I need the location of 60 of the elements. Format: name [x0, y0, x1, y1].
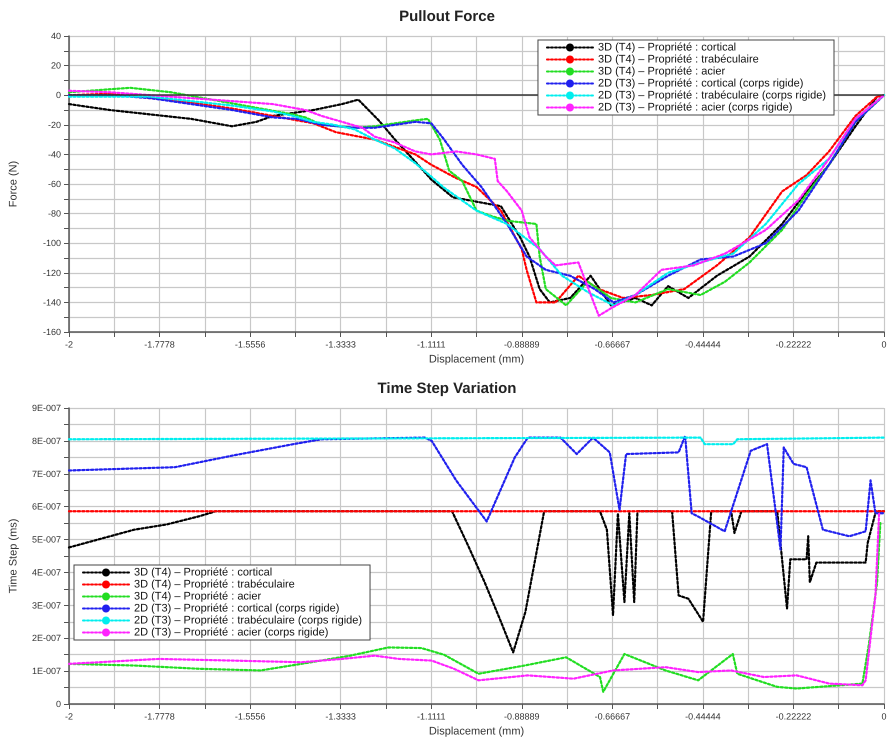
legend-label: 2D (T3) – Propriété : trabéculaire (corps rigide): [598, 90, 826, 102]
y-tick-label: -40: [48, 149, 61, 160]
x-axis-title: Displacement (mm): [428, 354, 524, 366]
y-tick-label: 20: [50, 60, 61, 71]
x-axis-title: Displacement (mm): [428, 726, 524, 738]
x-tick-label: -2: [64, 712, 74, 722]
y-tick-label: -140: [42, 297, 61, 308]
x-tick-label: -1.5556: [234, 340, 266, 350]
x-tick-label: -0.88889: [504, 712, 540, 722]
legend-label: 2D (T3) – Propriété : cortical (corps rigide): [134, 602, 340, 614]
x-tick-label: -1.7778: [144, 712, 175, 722]
y-tick-label: -20: [48, 120, 61, 130]
x-tick-label: -1.1111: [416, 340, 446, 350]
y-tick-label: -60: [48, 179, 61, 189]
legend-label: 3D (T4) – Propriété : cortical: [134, 566, 272, 578]
y-tick-label: 0: [56, 699, 61, 709]
x-tick-label: -0.22222: [776, 340, 812, 350]
y-tick-label: 40: [50, 31, 61, 41]
legend-label: 2D (T3) – Propriété : acier (corps rigide): [134, 626, 328, 638]
legend-label: 3D (T4) – Propriété : acier: [134, 590, 262, 602]
y-tick-label: 4E-007: [32, 567, 61, 578]
x-tick-label: -0.44444: [685, 340, 721, 350]
y-tick-label: 6E-007: [32, 502, 61, 512]
y-tick-label: 9E-007: [32, 403, 61, 413]
line-series: [68, 434, 886, 551]
x-tick-label: -0.66667: [594, 340, 630, 350]
y-tick-label: 5E-007: [32, 534, 61, 545]
x-tick-label: 0: [881, 712, 887, 722]
legend-label: 3D (T4) – Propriété : acier: [598, 66, 726, 78]
y-tick-label: -160: [42, 327, 61, 337]
y-tick-label: 8E-007: [32, 436, 61, 446]
y-tick-label: 0: [56, 90, 61, 100]
y-axis-title: Force (N): [8, 160, 20, 208]
x-tick-label: -0.66667: [594, 712, 630, 722]
chart-title: Pullout Force: [399, 8, 495, 25]
x-tick-label: -0.88889: [504, 340, 540, 350]
y-tick-label: -120: [42, 268, 61, 278]
y-tick-label: -80: [48, 208, 61, 219]
legend-label: 3D (T4) – Propriété : cortical: [598, 42, 736, 54]
legend-label: 2D (T3) – Propriété : trabéculaire (corps rigide): [134, 614, 362, 626]
legend-label: 2D (T3) – Propriété : cortical (corps rigide): [598, 78, 804, 90]
y-tick-label: 1E-007: [32, 666, 61, 676]
chart-title: Time Step Variation: [378, 380, 516, 397]
y-tick-label: 3E-007: [32, 600, 61, 610]
y-axis-title: Time Step (ms): [8, 518, 20, 594]
x-tick-label: -1.3333: [325, 340, 356, 350]
y-tick-label: 2E-007: [32, 633, 61, 644]
x-tick-label: -0.44444: [685, 712, 721, 722]
x-tick-label: -1.3333: [325, 712, 356, 722]
x-tick-label: -0.22222: [776, 712, 812, 722]
legend-label: 3D (T4) – Propriété : trabéculaire: [134, 578, 295, 590]
legend-label: 2D (T3) – Propriété : acier (corps rigide): [598, 102, 792, 114]
legend-label: 3D (T4) – Propriété : trabéculaire: [598, 54, 759, 66]
y-tick-label: -100: [42, 238, 61, 248]
x-tick-label: -2: [64, 340, 74, 350]
x-tick-label: -1.1111: [416, 712, 446, 722]
y-tick-label: 7E-007: [32, 468, 61, 479]
x-tick-label: -1.5556: [234, 712, 266, 722]
x-tick-label: 0: [881, 340, 887, 350]
x-tick-label: -1.7778: [144, 340, 175, 350]
